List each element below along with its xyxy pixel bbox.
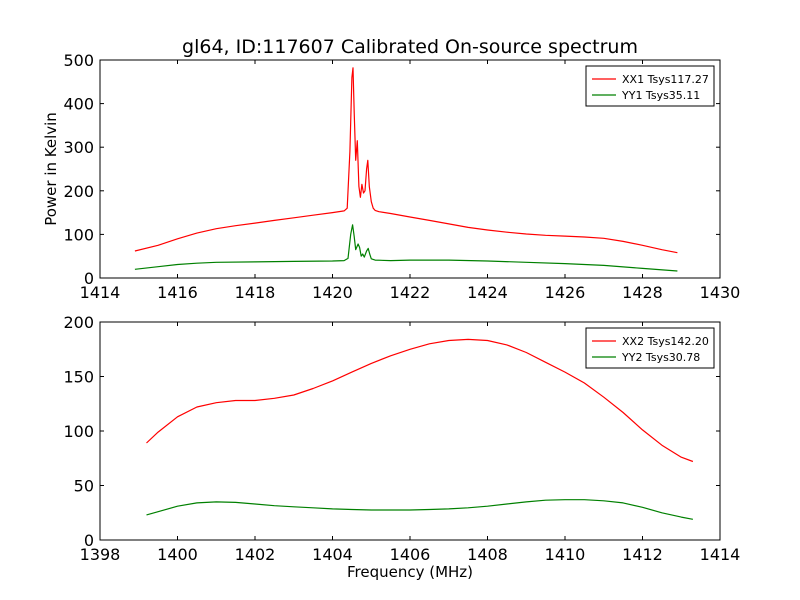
series-line-bottom-1 (146, 338, 694, 463)
bottom-panel: 1398 1400 1402 1404 1406 1408 1410 1412 1414 0 50 1… (63, 313, 740, 564)
legend-box (585, 327, 715, 369)
y-tick-label: 400 (63, 95, 94, 114)
x-tick-label: 1414 (80, 283, 121, 302)
y-tick-label: 150 (63, 368, 94, 387)
y-tick-label: 300 (63, 138, 94, 157)
top-panel: 1414 1416 1418 1420 1422 1424 1426 1428 1430 0 100… (63, 51, 740, 302)
x-tick-label: 1398 (80, 545, 121, 564)
legend-entry-label: XX2 Tsys142.20 (622, 335, 709, 348)
y-tick-label: 100 (63, 225, 94, 244)
x-tick-label: 1430 (700, 283, 741, 302)
y-tick-label: 50 (74, 477, 94, 496)
y-tick-label: 0 (84, 531, 94, 550)
chart-title: gl64, ID:117607 Calibrated On-source spe… (182, 36, 638, 58)
series-line-top-2 (134, 224, 678, 272)
y-tick-label: 200 (63, 313, 94, 332)
x-tick-label: 1402 (235, 545, 276, 564)
x-tick-label: 1418 (235, 283, 276, 302)
x-tick-label: 1426 (545, 283, 586, 302)
x-tick-label: 1428 (622, 283, 663, 302)
x-tick-label: 1416 (157, 283, 198, 302)
x-tick-label: 1410 (545, 545, 586, 564)
legend-box (585, 65, 715, 107)
x-tick-label: 1414 (700, 545, 741, 564)
legend: XX2 Tsys142.20 YY2 Tsys30.78 (585, 327, 715, 369)
x-tick-label: 1406 (390, 545, 431, 564)
x-tick-label: 1400 (157, 545, 198, 564)
series-line-bottom-2 (146, 499, 694, 520)
y-axis-label-top: Power in Kelvin (42, 112, 60, 226)
y-tick-label: 100 (63, 422, 94, 441)
legend: XX1 Tsys117.27 YY1 Tsys35.11 (585, 65, 715, 107)
series-line-top-1 (134, 67, 678, 254)
y-tick-label: 200 (63, 182, 94, 201)
x-tick-label: 1422 (390, 283, 431, 302)
x-axis-label-bottom: Frequency (MHz) (347, 563, 473, 581)
x-tick-label: 1420 (312, 283, 353, 302)
y-tick-label: 500 (63, 51, 94, 70)
legend-entry-label: XX1 Tsys117.27 (622, 73, 709, 86)
legend-entry-label: YY1 Tsys35.11 (621, 89, 700, 102)
x-tick-label: 1424 (467, 283, 508, 302)
x-tick-label: 1408 (467, 545, 508, 564)
x-tick-label: 1412 (622, 545, 663, 564)
legend-entry-label: YY2 Tsys30.78 (621, 351, 700, 364)
x-tick-label: 1404 (312, 545, 353, 564)
y-tick-label: 0 (84, 269, 94, 288)
